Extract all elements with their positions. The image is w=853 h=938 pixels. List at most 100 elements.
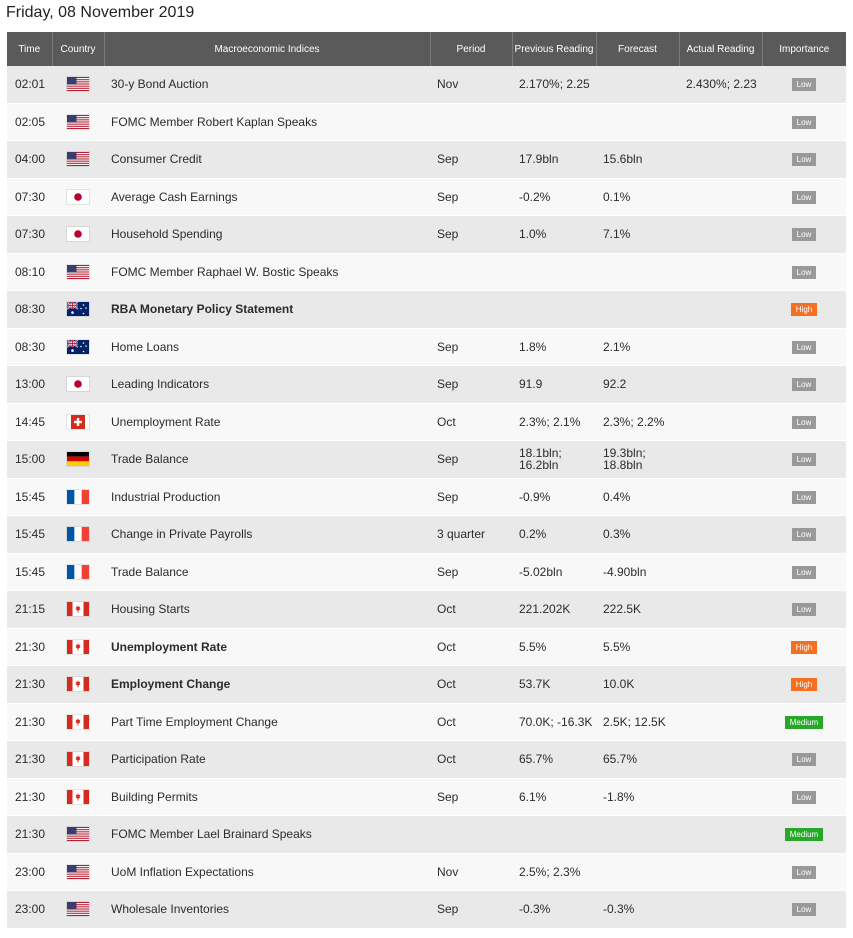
event-previous [512,103,596,141]
importance-badge: Low [791,190,817,204]
col-header-actual: Actual Reading [679,32,763,66]
ca-flag-icon [67,639,89,654]
au-flag-icon [67,339,89,354]
table-row[interactable]: 21:30 Part Time Employment Change Oct 70.0K… [7,703,846,741]
event-name[interactable]: Trade Balance [104,440,430,479]
event-name[interactable]: 30-y Bond Auction [104,66,430,104]
event-country [52,853,104,891]
event-period: Sep [430,553,512,591]
table-row[interactable]: 02:01 30-y Bond Auction Nov 2.170%; 2.25 2.4… [7,66,846,104]
event-time: 15:00 [7,440,52,479]
table-row[interactable]: 15:45 Trade Balance Sep -5.02bln -4.90bln Low [7,553,846,591]
table-row[interactable]: 08:30 Home Loans Sep 1.8% 2.1% Low [7,328,846,366]
event-name[interactable]: Participation Rate [104,740,430,779]
page-title: Friday, 08 November 2019 [6,4,195,21]
event-forecast: 5.5% [596,628,679,666]
event-name[interactable]: Change in Private Payrolls [104,515,430,554]
event-forecast [596,853,679,891]
event-forecast: 2.1% [596,328,679,366]
table-row[interactable]: 13:00 Leading Indicators Sep 91.9 92.2 Low [7,365,846,404]
event-previous: -5.02bln [512,553,596,591]
table-row[interactable]: 04:00 Consumer Credit Sep 17.9bln 15.6bln Low [7,140,846,179]
event-name[interactable]: Home Loans [104,328,430,366]
event-name[interactable]: Industrial Production [104,478,430,516]
event-name[interactable]: FOMC Member Lael Brainard Speaks [104,815,430,854]
event-previous: 6.1% [512,778,596,816]
event-actual [679,628,762,666]
event-name[interactable]: UoM Inflation Expectations [104,853,430,891]
importance-badge: Low [791,565,817,579]
table-row[interactable]: 02:05 FOMC Member Robert Kaplan Speaks Low [7,103,846,141]
event-name[interactable]: Part Time Employment Change [104,703,430,741]
event-name[interactable]: FOMC Member Raphael W. Bostic Speaks [104,253,430,291]
importance-cell: Medium [762,815,846,854]
importance-badge: Medium [784,828,824,842]
col-header-forecast: Forecast [596,32,680,66]
event-period: Sep [430,365,512,404]
economic-calendar-table: Time Country Macroeconomic Indices Perio… [7,32,846,929]
importance-cell: Low [762,328,846,366]
importance-cell: Low [762,140,846,179]
event-forecast: 2.3%; 2.2% [596,403,679,441]
importance-badge: Low [791,790,817,804]
table-row[interactable]: 07:30 Household Spending Sep 1.0% 7.1% Low [7,215,846,254]
table-row[interactable]: 15:45 Industrial Production Sep -0.9% 0.4% Lo… [7,478,846,516]
event-previous: 0.2% [512,515,596,554]
importance-badge: Medium [784,715,824,729]
table-row[interactable]: 08:30 RBA Monetary Policy Statement High [7,290,846,329]
event-time: 13:00 [7,365,52,404]
table-row[interactable]: 15:45 Change in Private Payrolls 3 quarter… [7,515,846,554]
event-name[interactable]: Unemployment Rate [104,628,430,666]
event-previous: 70.0K; -16.3K [512,703,596,741]
table-row[interactable]: 21:30 Unemployment Rate Oct 5.5% 5.5% High [7,628,846,666]
importance-cell: Low [762,553,846,591]
importance-cell: Low [762,215,846,254]
table-row[interactable]: 21:30 FOMC Member Lael Brainard Speaks Med… [7,815,846,854]
importance-badge: Low [791,78,817,92]
table-row[interactable]: 08:10 FOMC Member Raphael W. Bostic Speak… [7,253,846,291]
event-name[interactable]: Leading Indicators [104,365,430,404]
table-row[interactable]: 21:30 Employment Change Oct 53.7K 10.0K High [7,665,846,704]
table-row[interactable]: 23:00 Wholesale Inventories Sep -0.3% -0.3% L… [7,890,846,929]
event-name[interactable]: Average Cash Earnings [104,178,430,216]
event-time: 02:01 [7,66,52,104]
table-row[interactable]: 21:30 Building Permits Sep 6.1% -1.8% Low [7,778,846,816]
event-name[interactable]: Consumer Credit [104,140,430,179]
importance-badge: Low [791,603,817,617]
event-name[interactable]: Household Spending [104,215,430,254]
event-forecast [596,103,679,141]
event-name[interactable]: Unemployment Rate [104,403,430,441]
event-time: 15:45 [7,515,52,554]
event-previous: -0.9% [512,478,596,516]
event-time: 21:15 [7,590,52,629]
table-row[interactable]: 15:00 Trade Balance Sep 18.1bln; 16.2bln 19.… [7,440,846,479]
event-name[interactable]: Wholesale Inventories [104,890,430,929]
event-actual [679,328,762,366]
event-time: 23:00 [7,853,52,891]
event-time: 02:05 [7,103,52,141]
us-flag-icon [67,864,89,879]
event-name[interactable]: RBA Monetary Policy Statement [104,290,430,329]
us-flag-icon [67,902,89,917]
table-row[interactable]: 07:30 Average Cash Earnings Sep -0.2% 0.1% Lo… [7,178,846,216]
table-row[interactable]: 23:00 UoM Inflation Expectations Nov 2.5%; … [7,853,846,891]
us-flag-icon [67,264,89,279]
event-time: 21:30 [7,815,52,854]
event-time: 21:30 [7,665,52,704]
event-previous [512,253,596,291]
event-name[interactable]: Employment Change [104,665,430,704]
event-name[interactable]: Housing Starts [104,590,430,629]
event-forecast: 0.3% [596,515,679,554]
event-name[interactable]: Building Permits [104,778,430,816]
event-time: 21:30 [7,703,52,741]
event-name[interactable]: Trade Balance [104,553,430,591]
table-row[interactable]: 21:30 Participation Rate Oct 65.7% 65.7% Low [7,740,846,779]
importance-badge: High [790,640,818,654]
event-forecast: 0.1% [596,178,679,216]
event-forecast: 65.7% [596,740,679,779]
importance-cell: Low [762,440,846,479]
event-actual [679,178,762,216]
event-name[interactable]: FOMC Member Robert Kaplan Speaks [104,103,430,141]
table-row[interactable]: 14:45 Unemployment Rate Oct 2.3%; 2.1% 2.3%;… [7,403,846,441]
table-row[interactable]: 21:15 Housing Starts Oct 221.202K 222.5K Low [7,590,846,629]
